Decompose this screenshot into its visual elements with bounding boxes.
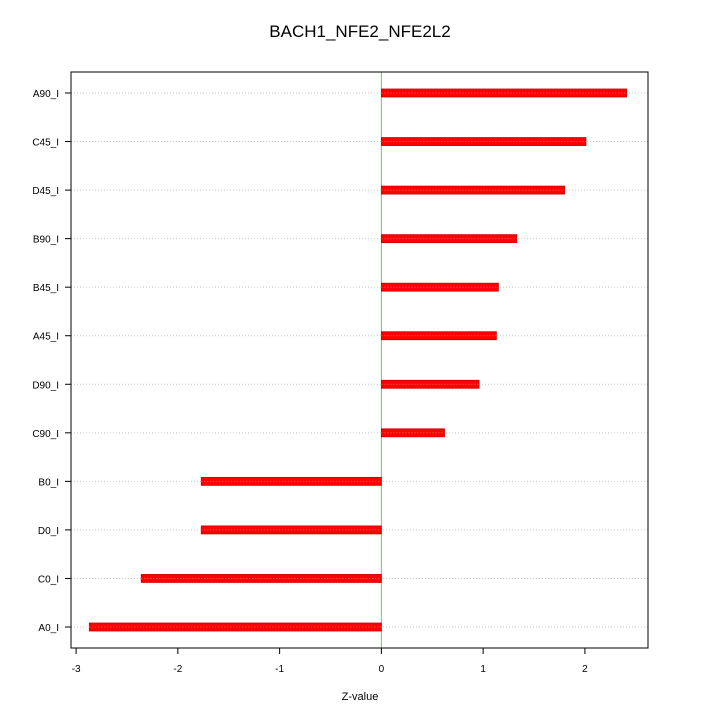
y-tick-label: A45_I	[33, 332, 59, 343]
x-axis-label: Z-value	[341, 691, 379, 703]
y-tick-label: B0_I	[38, 477, 59, 488]
x-tick-label: -3	[72, 664, 81, 675]
y-tick-label: B90_I	[33, 235, 59, 246]
bar-B90_I	[380, 234, 518, 244]
y-tick-label: B45_I	[33, 283, 59, 294]
y-tick-label: D45_I	[32, 186, 59, 197]
y-tick-label: A0_I	[38, 623, 59, 634]
x-tick-label: 2	[582, 664, 588, 675]
y-tick-label: D0_I	[38, 526, 59, 537]
y-tick-label: C45_I	[32, 138, 59, 149]
plot-frame	[70, 71, 649, 649]
chart-title: BACH1_NFE2_NFE2L2	[269, 22, 451, 41]
y-tick-label: C90_I	[32, 429, 59, 440]
x-tick-label: -1	[275, 664, 284, 675]
y-tick-label: C0_I	[38, 574, 59, 585]
y-tick-label: A90_I	[33, 89, 59, 100]
x-tick-label: 0	[379, 664, 385, 675]
bar-A0_I	[88, 622, 382, 632]
x-tick-label: -2	[173, 664, 182, 675]
x-tick-label: 1	[480, 664, 486, 675]
y-tick-label: D90_I	[32, 380, 59, 391]
